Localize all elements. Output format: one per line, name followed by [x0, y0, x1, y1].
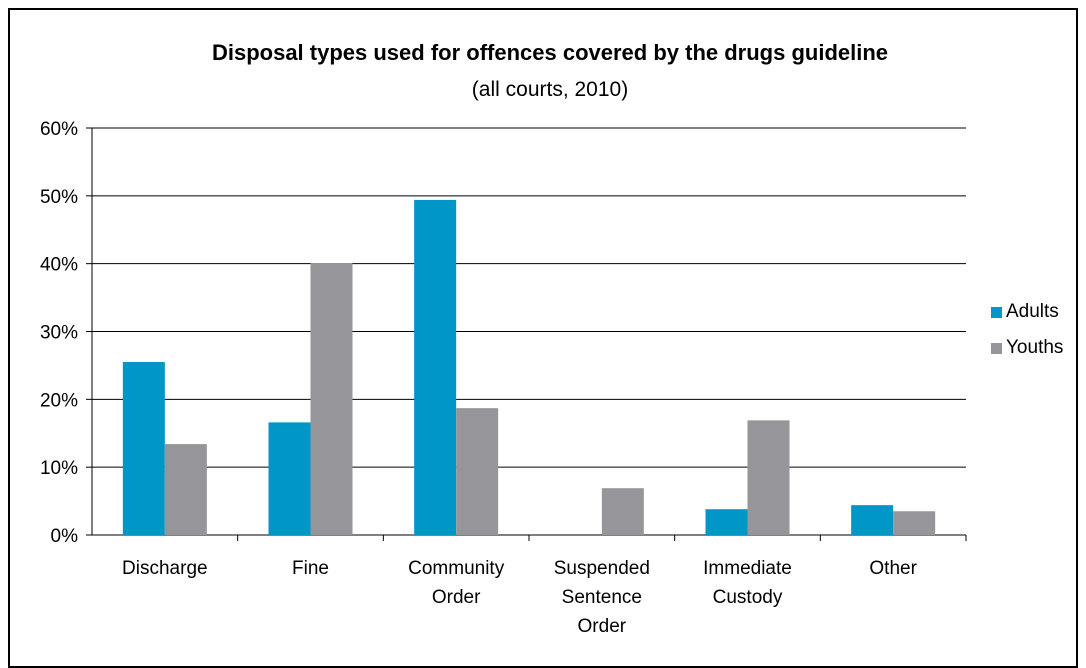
legend-swatch	[991, 342, 1002, 354]
bar-youths	[893, 511, 936, 535]
bar-adults	[268, 422, 311, 535]
legend-swatch	[991, 306, 1002, 318]
bar-youths	[310, 262, 353, 535]
bar-youths	[747, 420, 790, 535]
y-tick-label: 0%	[51, 526, 79, 547]
x-tick-label: Other	[869, 558, 917, 579]
bar-adults	[414, 199, 457, 536]
y-tick-label: 50%	[40, 187, 78, 208]
bar-youths	[456, 408, 499, 535]
x-tick-label: Discharge	[122, 558, 208, 579]
bar-youths	[164, 444, 207, 535]
x-tick-label: Order	[432, 587, 481, 608]
bar-adults	[705, 509, 748, 535]
x-tick-label: Sentence	[562, 587, 642, 608]
x-tick-label: Immediate	[703, 558, 792, 579]
y-tick-label: 40%	[40, 255, 78, 276]
x-tick-label: Suspended	[554, 558, 650, 579]
legend-item-youths: Youths	[991, 337, 1063, 359]
x-tick-label: Order	[578, 616, 627, 637]
legend-item-adults: Adults	[991, 301, 1059, 323]
y-tick-label: 30%	[40, 323, 78, 344]
x-tick-label: Custody	[713, 587, 783, 608]
x-tick-label: Fine	[292, 558, 329, 579]
legend-label: Youths	[1006, 337, 1064, 358]
bar-adults	[122, 362, 165, 535]
chart-frame	[8, 8, 1078, 668]
chart-subtitle: (all courts, 2010)	[471, 78, 629, 101]
x-tick-label: Community	[408, 558, 505, 579]
bar-adults	[851, 505, 894, 535]
legend-label: Adults	[1006, 301, 1059, 322]
y-tick-label: 20%	[40, 390, 78, 411]
y-tick-label: 10%	[40, 458, 78, 479]
bar-youths	[601, 488, 644, 535]
y-tick-label: 60%	[40, 119, 78, 140]
chart-title: Disposal types used for offences covered…	[211, 40, 889, 65]
